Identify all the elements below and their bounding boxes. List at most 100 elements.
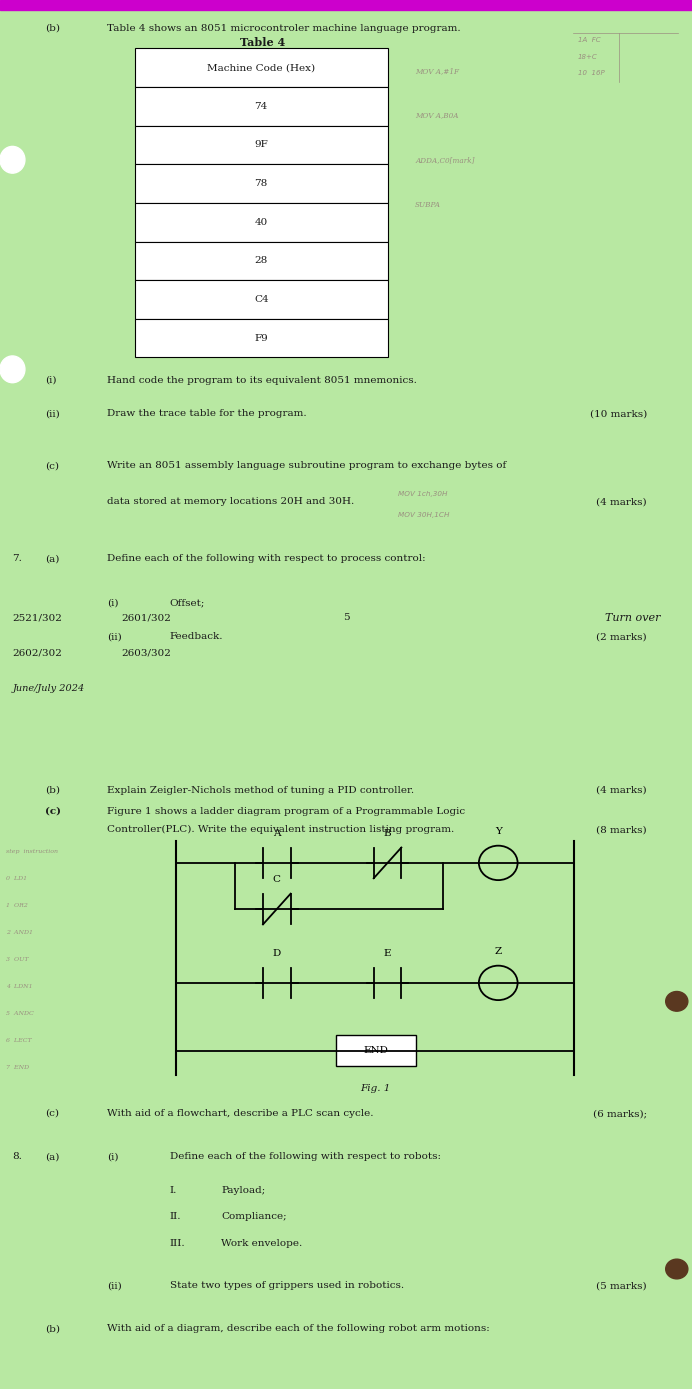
Text: D: D [273, 949, 281, 958]
Text: F9: F9 [255, 333, 268, 343]
Text: 2602/302: 2602/302 [12, 649, 62, 658]
Bar [135, 164, 388, 203]
Text: Z: Z [495, 947, 502, 957]
Bar [135, 281, 388, 319]
Text: (c): (c) [45, 1108, 59, 1118]
Text: END: END [363, 1046, 388, 1056]
Text: Offset;: Offset; [170, 599, 205, 608]
Text: 4  LDN1: 4 LDN1 [6, 985, 32, 989]
Text: C: C [273, 875, 281, 885]
Text: E: E [384, 949, 391, 958]
Text: MOV A,#1F: MOV A,#1F [415, 67, 459, 75]
Text: I.: I. [170, 1186, 177, 1195]
Text: (ii): (ii) [107, 1281, 122, 1290]
Text: Define each of the following with respect to robots:: Define each of the following with respec… [170, 1151, 441, 1161]
Text: (i): (i) [107, 599, 119, 608]
Text: Table 4: Table 4 [240, 38, 286, 49]
Text: (i): (i) [107, 1151, 119, 1161]
Bar [135, 125, 388, 164]
Text: 2603/302: 2603/302 [121, 649, 171, 658]
Bar [135, 242, 388, 281]
Text: III.: III. [170, 1239, 185, 1247]
Text: (a): (a) [45, 554, 60, 564]
Text: 8.: 8. [12, 1151, 22, 1161]
Bar [135, 88, 388, 125]
Text: State two types of grippers used in robotics.: State two types of grippers used in robo… [170, 1281, 403, 1290]
Text: 1  OR2: 1 OR2 [6, 903, 28, 908]
Text: Draw the trace table for the program.: Draw the trace table for the program. [107, 410, 307, 418]
Text: MOV 30H,1CH: MOV 30H,1CH [398, 513, 449, 518]
Text: 18+C: 18+C [578, 54, 598, 60]
Text: 2521/302: 2521/302 [12, 613, 62, 622]
Text: (4 marks): (4 marks) [597, 497, 647, 506]
Text: 5  ANDC: 5 ANDC [6, 1011, 33, 1017]
Text: (8 marks): (8 marks) [597, 825, 647, 835]
Text: Y: Y [495, 828, 502, 836]
Text: 2601/302: 2601/302 [121, 613, 171, 622]
Text: A: A [273, 829, 280, 839]
Text: 1A  FC: 1A FC [578, 38, 601, 43]
Circle shape [666, 992, 688, 1011]
Text: Write an 8051 assembly language subroutine program to exchange bytes of: Write an 8051 assembly language subrouti… [107, 461, 507, 471]
Text: (c): (c) [45, 807, 61, 815]
Text: With aid of a flowchart, describe a PLC scan cycle.: With aid of a flowchart, describe a PLC … [107, 1108, 374, 1118]
Text: II.: II. [170, 1213, 181, 1221]
Text: (4 marks): (4 marks) [597, 786, 647, 795]
Text: (i): (i) [45, 376, 57, 385]
Text: Compliance;: Compliance; [221, 1213, 287, 1221]
Text: Hand code the program to its equivalent 8051 mnemonics.: Hand code the program to its equivalent … [107, 376, 417, 385]
Text: June/July 2024: June/July 2024 [12, 685, 84, 693]
Text: (b): (b) [45, 786, 60, 795]
Text: 3  OUT: 3 OUT [6, 957, 28, 963]
Bar [336, 1035, 415, 1065]
Text: data stored at memory locations 20H and 30H.: data stored at memory locations 20H and … [107, 497, 354, 506]
Text: Work envelope.: Work envelope. [221, 1239, 302, 1247]
Text: With aid of a diagram, describe each of the following robot arm motions:: With aid of a diagram, describe each of … [107, 1324, 490, 1333]
Text: 2  AND1: 2 AND1 [6, 931, 33, 935]
Text: Payload;: Payload; [221, 1186, 266, 1195]
Text: B: B [383, 829, 392, 839]
Text: Machine Code (Hex): Machine Code (Hex) [207, 63, 316, 72]
Text: SUBPA: SUBPA [415, 200, 441, 208]
Text: (5 marks): (5 marks) [597, 1281, 647, 1290]
Text: Feedback.: Feedback. [170, 632, 223, 642]
Text: Table 4 shows an 8051 microcontroler machine language program.: Table 4 shows an 8051 microcontroler mac… [107, 24, 461, 33]
Text: 5: 5 [343, 613, 349, 622]
Text: 6  LECT: 6 LECT [6, 1038, 31, 1043]
Text: (ii): (ii) [45, 410, 60, 418]
Text: 74: 74 [255, 101, 268, 111]
Text: 7.: 7. [12, 554, 22, 564]
Text: C4: C4 [254, 294, 268, 304]
Text: MOV 1ch,30H: MOV 1ch,30H [398, 492, 448, 497]
Text: Controller(PLC). Write the equivalent instruction listing program.: Controller(PLC). Write the equivalent in… [107, 825, 455, 835]
Circle shape [666, 1260, 688, 1279]
Text: Define each of the following with respect to process control:: Define each of the following with respec… [107, 554, 426, 564]
Text: (a): (a) [45, 1151, 60, 1161]
Text: 28: 28 [255, 257, 268, 265]
Text: 7  END: 7 END [6, 1065, 28, 1071]
Text: (ii): (ii) [107, 632, 122, 642]
Circle shape [0, 146, 25, 174]
Text: Turn over: Turn over [606, 613, 661, 624]
Text: ADDA,C0[mark]: ADDA,C0[mark] [415, 156, 475, 164]
Text: Figure 1 shows a ladder diagram program of a Programmable Logic: Figure 1 shows a ladder diagram program … [107, 807, 466, 815]
Bar [135, 49, 388, 88]
Bar [135, 319, 388, 357]
Text: (b): (b) [45, 24, 60, 33]
Text: (6 marks);: (6 marks); [593, 1108, 647, 1118]
Text: 10  16P: 10 16P [578, 69, 605, 76]
Bar [0, 0, 692, 10]
Text: MOV A,B0A: MOV A,B0A [415, 111, 459, 119]
Text: Explain Zeigler-Nichols method of tuning a PID controller.: Explain Zeigler-Nichols method of tuning… [107, 786, 415, 795]
Circle shape [0, 356, 25, 383]
Text: 78: 78 [255, 179, 268, 188]
Text: Fig. 1: Fig. 1 [361, 1085, 391, 1093]
Text: (2 marks): (2 marks) [597, 632, 647, 642]
Text: step  instruction: step instruction [6, 849, 57, 854]
Text: 9F: 9F [255, 140, 268, 150]
Text: (c): (c) [45, 461, 59, 471]
Text: 40: 40 [255, 218, 268, 226]
Bar [135, 203, 388, 242]
Text: (10 marks): (10 marks) [590, 410, 647, 418]
Text: (b): (b) [45, 1324, 60, 1333]
